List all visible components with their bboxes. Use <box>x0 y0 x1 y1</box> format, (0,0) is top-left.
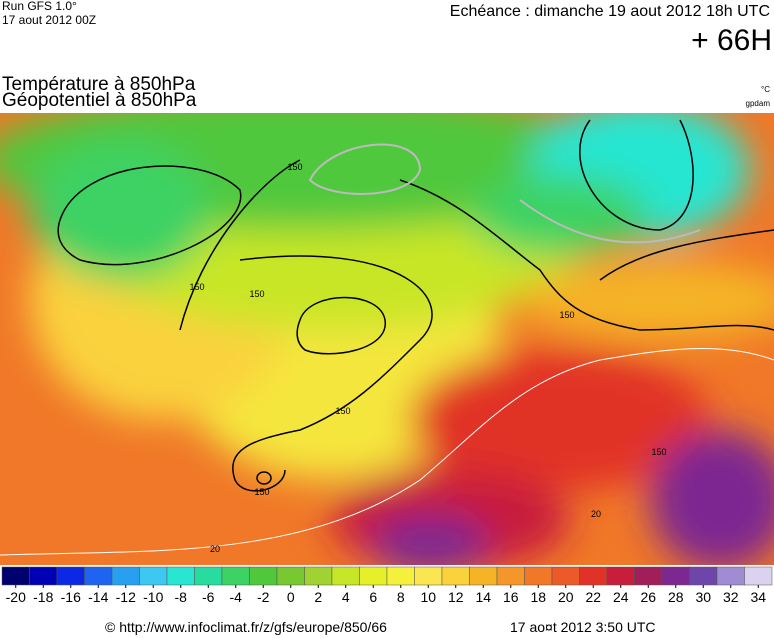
colorbar-tick-label: 28 <box>668 589 684 605</box>
colorbar-tick-label: 8 <box>397 589 405 605</box>
colorbar-cell <box>469 566 498 586</box>
lead-time: + 66H <box>691 24 772 57</box>
colorbar-cell <box>524 566 553 586</box>
colorbar-cell <box>56 566 85 586</box>
echeance: Echéance : dimanche 19 aout 2012 18h UTC <box>450 3 770 20</box>
contour-label: 150 <box>254 487 269 497</box>
colorbar-cell <box>634 566 663 586</box>
footer-source: © http://www.infoclimat.fr/z/gfs/europe/… <box>105 619 387 635</box>
colorbar-tick-label: 14 <box>475 589 491 605</box>
title-geopotential: Géopotentiel à 850hPa <box>2 90 197 111</box>
colorbar-cell <box>221 566 250 586</box>
colorbar-tick-label: 12 <box>448 589 464 605</box>
colorbar-tick-label: 22 <box>585 589 601 605</box>
colorbar-tick-label: 6 <box>369 589 377 605</box>
colorbar-cell <box>276 566 305 586</box>
colorbar-cell <box>551 566 580 586</box>
colorbar-tick-label: 10 <box>420 589 436 605</box>
colorbar-tick-label: 16 <box>503 589 519 605</box>
colorbar-cell <box>606 566 635 586</box>
colorbar-cell <box>304 566 333 586</box>
colorbar-tick-label: 24 <box>613 589 629 605</box>
colorbar-tick-label: 32 <box>723 589 739 605</box>
colorbar-cell <box>139 566 168 586</box>
colorbar-tick-label: -20 <box>6 589 26 605</box>
colorbar-tick-label: -18 <box>33 589 53 605</box>
colorbar-cell <box>194 566 223 586</box>
colorbar-tick-label: 26 <box>640 589 656 605</box>
unit-geopotential: gpdam <box>746 99 771 108</box>
contour-label: 150 <box>189 282 204 292</box>
colorbar-tick-label: 34 <box>750 589 766 605</box>
colorbar-tick-label: -16 <box>61 589 81 605</box>
colorbar-cell <box>689 566 718 586</box>
title-temperature: Température à 850hPa <box>2 74 196 95</box>
colorbar-cell <box>359 566 388 586</box>
colorbar-cell <box>496 566 525 586</box>
colorbar-cell <box>579 566 608 586</box>
colorbar-tick-label: -6 <box>202 589 215 605</box>
contour-label: 20 <box>591 509 601 519</box>
colorbar-tick-label: -10 <box>143 589 163 605</box>
run-label: Run GFS 1.0° <box>2 0 77 13</box>
contour-label: 150 <box>651 447 666 457</box>
colorbar-tick-label: -12 <box>116 589 136 605</box>
unit-temperature: °C <box>761 85 770 94</box>
colorbar-tick-label: -14 <box>88 589 108 605</box>
colorbar-tick-label: 2 <box>314 589 322 605</box>
contour-label: 150 <box>287 162 302 172</box>
contour-label: 20 <box>210 544 220 554</box>
colorbar-cell <box>386 566 415 586</box>
contour-label: 150 <box>335 406 350 416</box>
colorbar-cell <box>166 566 195 586</box>
colorbar-cell <box>414 566 443 586</box>
colorbar-cell <box>84 566 113 586</box>
colorbar-tick-label: -4 <box>230 589 243 605</box>
colorbar-cell <box>331 566 360 586</box>
colorbar-cell <box>29 566 58 586</box>
map: 150 150 150 150 150 150 150 20 20 <box>0 113 774 565</box>
colorbar-cell <box>716 566 745 586</box>
colorbar-tick-label: 20 <box>558 589 574 605</box>
colorbar-cell <box>111 566 140 586</box>
colorbar: -20 -18 -16 -14 -12 -10 -8 -6 -4 -2 0 2 4 6 8 10 12 14 16 1… <box>1 566 773 605</box>
contour-label: 150 <box>249 289 264 299</box>
colorbar-cell <box>661 566 690 586</box>
colorbar-tick-label: 30 <box>695 589 711 605</box>
colorbar-cell <box>744 566 773 586</box>
colorbar-tick-label: 18 <box>530 589 546 605</box>
colorbar-tick-label: 0 <box>287 589 295 605</box>
contour-label: 150 <box>559 310 574 320</box>
colorbar-cell <box>249 566 278 586</box>
run-date: 17 aout 2012 00Z <box>2 13 96 27</box>
colorbar-cell <box>1 566 30 586</box>
colorbar-cell <box>441 566 470 586</box>
footer-date: 17 ao¤t 2012 3:50 UTC <box>510 619 656 635</box>
colorbar-tick-label: -8 <box>175 589 188 605</box>
colorbar-tick-label: -2 <box>257 589 270 605</box>
colorbar-tick-label: 4 <box>342 589 350 605</box>
